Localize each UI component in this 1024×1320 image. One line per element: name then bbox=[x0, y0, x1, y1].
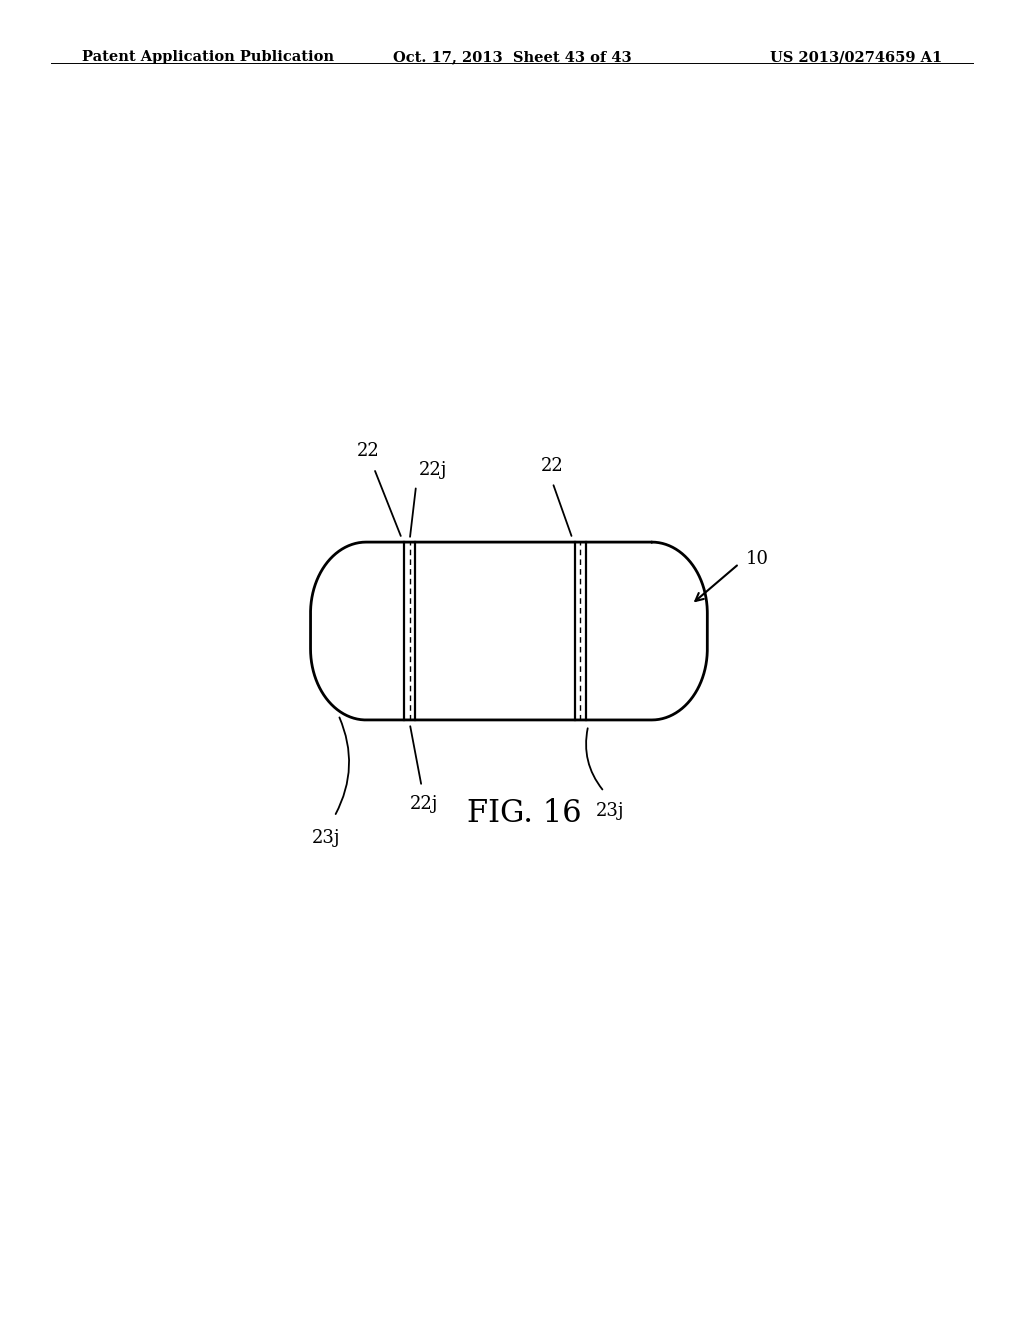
Text: 22j: 22j bbox=[410, 795, 438, 813]
Text: FIG. 16: FIG. 16 bbox=[468, 799, 582, 829]
Text: 22: 22 bbox=[357, 442, 380, 461]
Text: Patent Application Publication: Patent Application Publication bbox=[82, 50, 334, 65]
Text: 22j: 22j bbox=[419, 461, 447, 479]
Text: 10: 10 bbox=[745, 549, 768, 568]
Text: 22: 22 bbox=[542, 457, 564, 474]
Text: US 2013/0274659 A1: US 2013/0274659 A1 bbox=[770, 50, 942, 65]
Text: Oct. 17, 2013  Sheet 43 of 43: Oct. 17, 2013 Sheet 43 of 43 bbox=[392, 50, 632, 65]
Text: 23j: 23j bbox=[596, 801, 625, 820]
Text: 23j: 23j bbox=[312, 829, 341, 846]
